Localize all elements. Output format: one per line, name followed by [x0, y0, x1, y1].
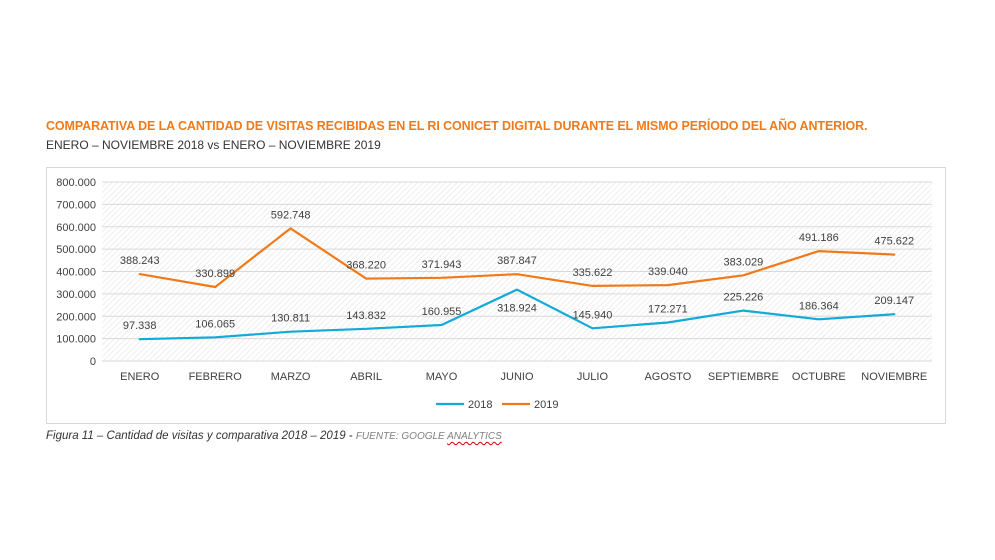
legend-label-2019: 2019	[534, 399, 558, 411]
data-label-2019: 491.186	[799, 232, 839, 244]
caption-text: Figura 11 – Cantidad de visitas y compar…	[46, 430, 356, 442]
x-tick-label: ENERO	[120, 371, 160, 383]
caption-source-word: Analytics	[447, 431, 502, 442]
y-tick-label: 700.000	[56, 199, 96, 211]
figure-caption: Figura 11 – Cantidad de visitas y compar…	[46, 430, 502, 442]
series-line-2019	[138, 227, 896, 289]
legend-label-2018: 2018	[468, 399, 492, 411]
y-tick-label: 0	[90, 356, 96, 368]
y-tick-label: 600.000	[56, 222, 96, 234]
data-label-2018: 130.811	[271, 313, 310, 325]
data-label-2018: 160.955	[422, 306, 462, 318]
y-tick-label: 400.000	[56, 267, 96, 279]
data-label-2019: 592.748	[271, 209, 311, 221]
data-label-2018: 145.940	[573, 309, 613, 321]
data-label-2018: 225.226	[723, 292, 763, 304]
y-tick-label: 100.000	[56, 334, 96, 346]
data-label-2019: 371.943	[422, 259, 462, 271]
data-label-2018: 172.271	[648, 303, 688, 315]
data-label-2018: 143.832	[346, 310, 386, 322]
data-label-2018: 97.338	[123, 320, 157, 332]
y-tick-label: 500.000	[56, 244, 96, 256]
x-tick-label: FEBRERO	[189, 371, 243, 383]
data-label-2019: 339.040	[648, 266, 688, 278]
chart-title: COMPARATIVA DE LA CANTIDAD DE VISITAS RE…	[46, 119, 868, 133]
data-label-2019: 388.243	[120, 255, 160, 267]
x-tick-label: MAYO	[426, 371, 458, 383]
data-label-2018: 318.924	[497, 303, 537, 315]
data-label-2018: 209.147	[874, 295, 914, 307]
y-tick-label: 200.000	[56, 311, 96, 323]
data-label-2018: 186.364	[799, 300, 839, 312]
series-line-2018	[138, 288, 896, 341]
data-label-2019: 330.899	[195, 268, 235, 280]
x-tick-label: OCTUBRE	[792, 371, 846, 383]
y-tick-label: 800.000	[56, 177, 96, 189]
data-label-2019: 475.622	[874, 236, 914, 248]
y-tick-label: 300.000	[56, 289, 96, 301]
data-label-2018: 106.065	[195, 318, 235, 330]
data-label-2019: 387.847	[497, 255, 537, 267]
caption-source: Fuente: Google	[355, 431, 448, 442]
x-tick-label: JULIO	[577, 371, 609, 383]
data-label-2019: 335.622	[573, 267, 613, 279]
data-label-2019: 383.029	[723, 256, 763, 268]
chart-subtitle: ENERO – NOVIEMBRE 2018 vs ENERO – NOVIEM…	[46, 138, 381, 152]
x-tick-label: NOVIEMBRE	[861, 371, 927, 383]
x-tick-label: JUNIO	[501, 371, 534, 383]
data-label-2019: 368.220	[346, 260, 386, 272]
x-tick-label: AGOSTO	[644, 371, 691, 383]
x-tick-label: ABRIL	[350, 371, 382, 383]
x-tick-label: SEPTIEMBRE	[708, 371, 779, 383]
x-tick-label: MARZO	[271, 371, 311, 383]
